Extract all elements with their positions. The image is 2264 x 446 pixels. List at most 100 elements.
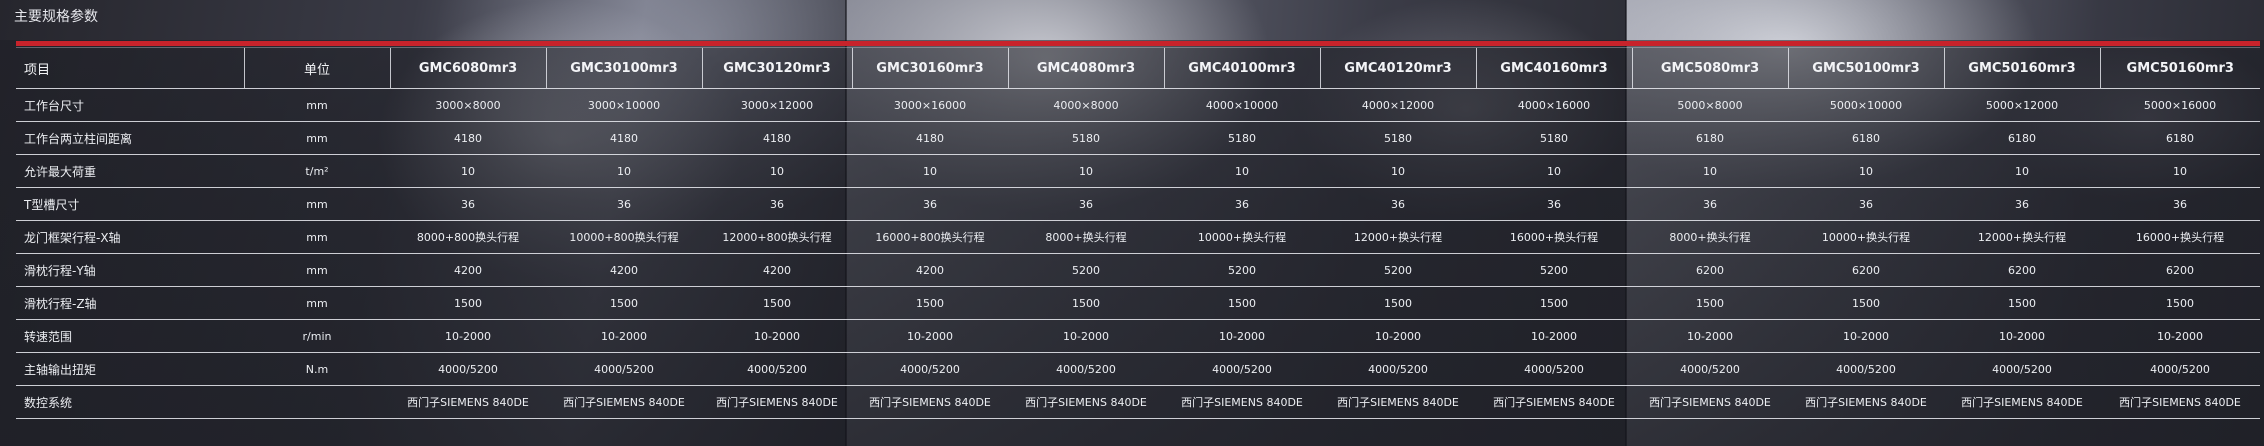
table-cell: 36: [1476, 187, 1632, 221]
table-cell: 10-2000: [1476, 319, 1632, 353]
table-cell: 6200: [1632, 253, 1788, 287]
table-cell: 4000/5200: [702, 352, 852, 386]
table-cell: 10-2000: [1944, 319, 2100, 353]
table-cell: 4000×10000: [1164, 88, 1320, 122]
table-cell: 西门子SIEMENS 840DE: [1320, 385, 1476, 419]
table-cell: 10: [390, 154, 546, 188]
table-cell: 10000+800换头行程: [546, 220, 702, 254]
table-row: 龙门框架行程-X轴 mm 8000+800换头行程 10000+800换头行程 …: [16, 220, 2260, 254]
table-cell: 10: [1944, 154, 2100, 188]
table-row: 允许最大荷重 t/m² 10 10 10 10 10 10 10 10 10 1…: [16, 154, 2260, 188]
table-cell: 10: [702, 154, 852, 188]
row-label: 滑枕行程-Y轴: [16, 253, 244, 287]
table-cell: 4180: [852, 121, 1008, 155]
table-cell: 36: [1008, 187, 1164, 221]
table-cell: 36: [1164, 187, 1320, 221]
table-cell: 5180: [1164, 121, 1320, 155]
table-cell: 西门子SIEMENS 840DE: [852, 385, 1008, 419]
table-cell: 6200: [1944, 253, 2100, 287]
row-unit: t/m²: [244, 154, 390, 188]
row-unit: mm: [244, 220, 390, 254]
table-cell: 4000×8000: [1008, 88, 1164, 122]
table-cell: 4200: [546, 253, 702, 287]
table-cell: 西门子SIEMENS 840DE: [390, 385, 546, 419]
table-cell: 10-2000: [390, 319, 546, 353]
table-cell: 4000/5200: [1944, 352, 2100, 386]
table-cell: 4200: [702, 253, 852, 287]
table-cell: 5200: [1164, 253, 1320, 287]
table-cell: 4000/5200: [1164, 352, 1320, 386]
table-row: 转速范围 r/min 10-2000 10-2000 10-2000 10-20…: [16, 319, 2260, 353]
table-cell: 4000/5200: [1476, 352, 1632, 386]
table-cell: 36: [390, 187, 546, 221]
table-cell: 12000+800换头行程: [702, 220, 852, 254]
table-cell: 36: [1788, 187, 1944, 221]
table-cell: 1500: [1476, 286, 1632, 320]
column-header: GMC30120mr3: [701, 48, 852, 89]
accent-bar: [16, 41, 2260, 46]
table-cell: 36: [1632, 187, 1788, 221]
table-cell: 36: [852, 187, 1008, 221]
row-label: 数控系统: [16, 385, 244, 419]
table-cell: 36: [702, 187, 852, 221]
table-row: 数控系统 西门子SIEMENS 840DE 西门子SIEMENS 840DE 西…: [16, 385, 2260, 419]
table-row: 主轴输出扭矩 N.m 4000/5200 4000/5200 4000/5200…: [16, 352, 2260, 386]
table-cell: 西门子SIEMENS 840DE: [1944, 385, 2100, 419]
table-cell: 3000×8000: [390, 88, 546, 122]
column-header: GMC40120mr3: [1319, 48, 1476, 89]
column-header: GMC30100mr3: [545, 48, 702, 89]
column-header: GMC6080mr3: [389, 48, 546, 89]
table-cell: 1500: [390, 286, 546, 320]
table-cell: 6180: [1788, 121, 1944, 155]
row-unit: mm: [244, 121, 390, 155]
table-cell: 10: [2100, 154, 2260, 188]
table-cell: 1500: [2100, 286, 2260, 320]
table-cell: 5200: [1476, 253, 1632, 287]
table-cell: 36: [546, 187, 702, 221]
table-header-row: 项目 单位 GMC6080mr3 GMC30100mr3 GMC30120mr3…: [16, 48, 2260, 89]
table-cell: 西门子SIEMENS 840DE: [1476, 385, 1632, 419]
table-cell: 6180: [1944, 121, 2100, 155]
table-cell: 1500: [1008, 286, 1164, 320]
table-cell: 8000+换头行程: [1632, 220, 1788, 254]
row-label: 滑枕行程-Z轴: [16, 286, 244, 320]
row-unit: mm: [244, 88, 390, 122]
table-cell: 10: [1788, 154, 1944, 188]
table-cell: 5200: [1008, 253, 1164, 287]
table-cell: 4000/5200: [1788, 352, 1944, 386]
table-cell: 4000/5200: [2100, 352, 2260, 386]
table-cell: 1500: [1632, 286, 1788, 320]
table-cell: 5000×12000: [1944, 88, 2100, 122]
table-cell: 10000+换头行程: [1788, 220, 1944, 254]
table-cell: 4000×16000: [1476, 88, 1632, 122]
column-header: GMC40160mr3: [1475, 48, 1632, 89]
row-unit: mm: [244, 253, 390, 287]
table-cell: 4000/5200: [546, 352, 702, 386]
table-cell: 10: [1476, 154, 1632, 188]
table-cell: 1500: [1944, 286, 2100, 320]
column-header: GMC50100mr3: [1787, 48, 1944, 89]
table-cell: 36: [2100, 187, 2260, 221]
table-cell: 6200: [2100, 253, 2260, 287]
table-cell: 10: [1320, 154, 1476, 188]
table-cell: 10-2000: [1320, 319, 1476, 353]
table-cell: 5180: [1320, 121, 1476, 155]
table-cell: 16000+换头行程: [2100, 220, 2260, 254]
table-cell: 1500: [702, 286, 852, 320]
table-row: 滑枕行程-Y轴 mm 4200 4200 4200 4200 5200 5200…: [16, 253, 2260, 287]
table-row: 工作台两立柱间距离 mm 4180 4180 4180 4180 5180 51…: [16, 121, 2260, 155]
row-unit: r/min: [244, 319, 390, 353]
table-cell: 36: [1320, 187, 1476, 221]
table-cell: 1500: [852, 286, 1008, 320]
table-cell: 10: [1632, 154, 1788, 188]
column-header: GMC4080mr3: [1007, 48, 1164, 89]
table-cell: 3000×12000: [702, 88, 852, 122]
table-cell: 10-2000: [702, 319, 852, 353]
table-cell: 5000×16000: [2100, 88, 2260, 122]
table-cell: 1500: [1320, 286, 1476, 320]
table-cell: 10-2000: [2100, 319, 2260, 353]
table-cell: 6200: [1788, 253, 1944, 287]
column-header: 单位: [243, 48, 390, 89]
table-cell: 西门子SIEMENS 840DE: [702, 385, 852, 419]
column-header: GMC50160mr3: [2099, 48, 2260, 89]
